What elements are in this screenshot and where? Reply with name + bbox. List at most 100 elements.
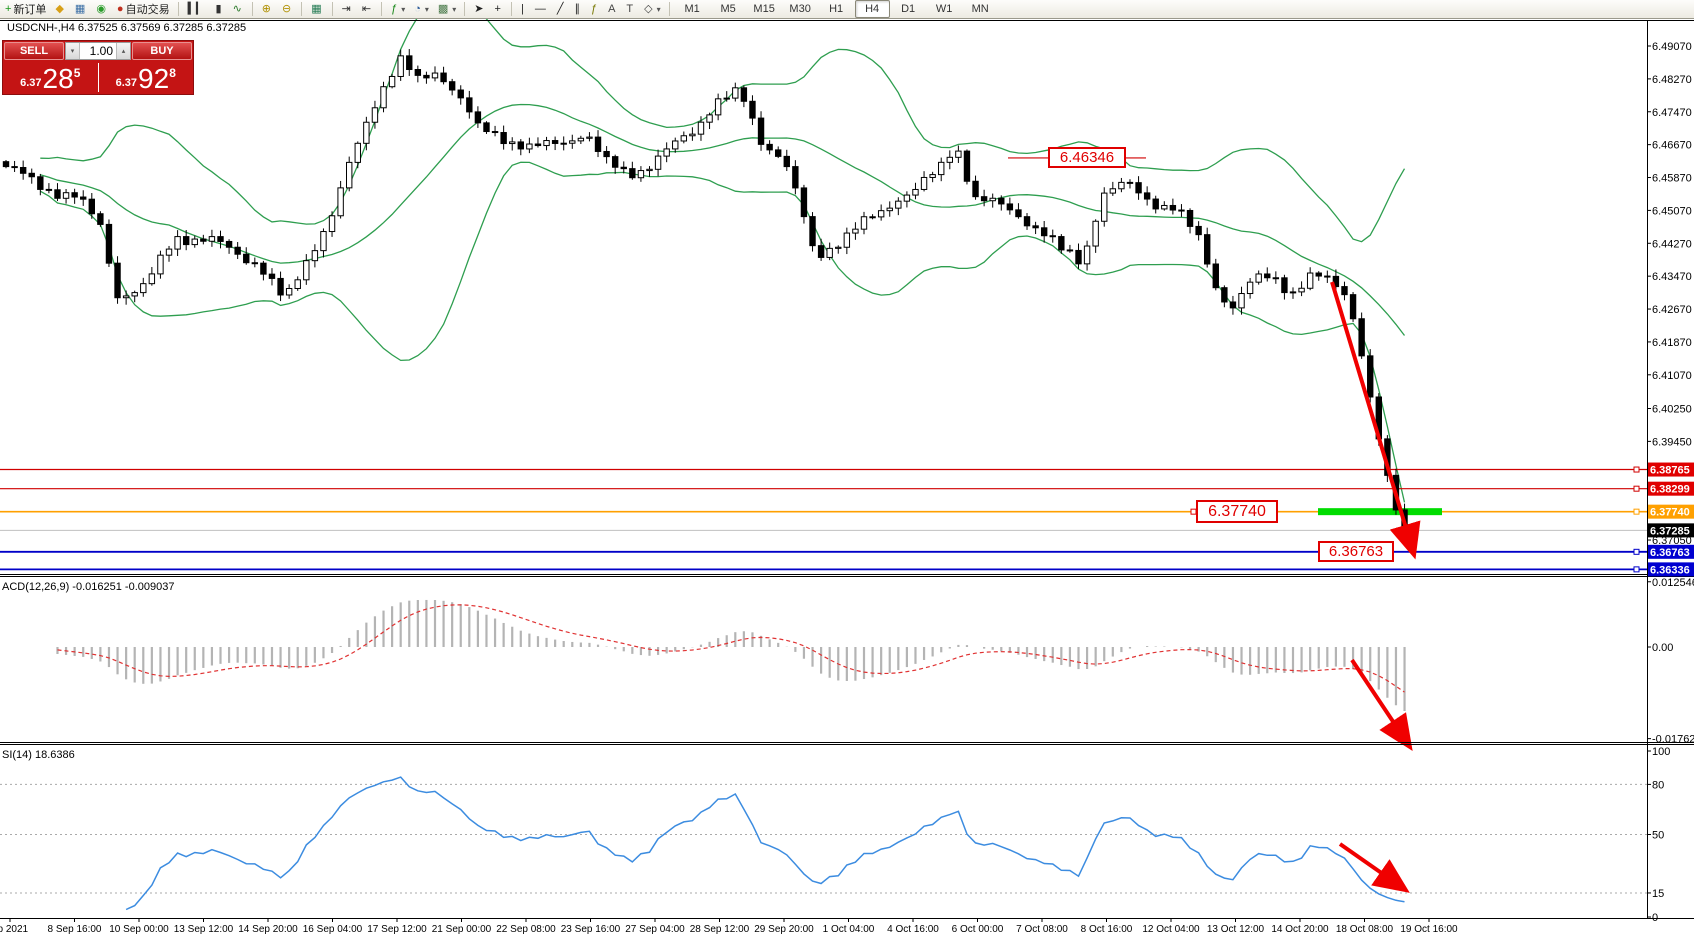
trendline-icon: ╱ [556, 3, 564, 15]
resistance-line-2-handle[interactable] [1633, 485, 1640, 492]
sell-price[interactable]: 6.37 28 5 [3, 61, 98, 94]
timeframe-m30-button[interactable]: M30 [789, 3, 811, 15]
time-axis-label: 21 Sep 00:00 [432, 924, 492, 935]
autotrading-button-label: 自动交易 [125, 4, 170, 16]
history-center-icon: ◆ [55, 3, 64, 15]
toolbar-cursor-button[interactable]: ➤ [470, 0, 489, 18]
support-line-1-handle[interactable] [1633, 548, 1640, 555]
templates-icon: ▩ [437, 3, 449, 15]
tile-windows-icon: ▦ [311, 3, 322, 15]
toolbar-label-button[interactable]: T [622, 0, 639, 18]
orange-level-line-handle[interactable] [1633, 508, 1640, 515]
time-axis-label: 17 Sep 12:00 [367, 924, 427, 935]
volume-increase-button[interactable]: ▴ [116, 43, 130, 59]
price-badge-6.36336 [1648, 562, 1694, 577]
timeframe-m1-button[interactable]: M1 [684, 3, 700, 15]
toolbar-vertical-line-button[interactable]: | [517, 0, 530, 18]
time-axis[interactable]: ep 2021 8 Sep 16:00 10 Sep 00:00 13 Sep 12:… [0, 918, 1458, 935]
toolbar-text-button[interactable]: A [604, 0, 621, 18]
signals-icon: ◉ [96, 3, 106, 15]
buy-price[interactable]: 6.37 92 8 [99, 61, 194, 94]
price-axis-tick: 6.48270 [1652, 74, 1692, 86]
toolbar-history-center-button[interactable]: ◆ [51, 0, 69, 18]
toolbar-auto-scroll-button[interactable]: ⇥ [338, 0, 357, 18]
crosshair-icon: + [494, 3, 501, 15]
toolbar-separator [301, 2, 303, 16]
toolbar-chart-shift-button[interactable]: ⇤ [358, 0, 377, 18]
fibonacci-icon: ƒ [590, 3, 598, 15]
toolbar-crosshair-button[interactable]: + [491, 0, 507, 18]
timeframe-m5-button[interactable]: M5 [720, 3, 736, 15]
toolbar-indicators-button[interactable]: ƒ ▾ [387, 0, 409, 18]
bollinger-bands [39, 0, 1406, 503]
rsi-label: SI(14) 18.6386 [2, 749, 75, 761]
green-highlight-segment[interactable] [1318, 508, 1442, 516]
toolbar-separator [331, 2, 333, 16]
text-icon: A [608, 3, 616, 15]
chart-ohlc-title: USDCNH-,H4 6.37525 6.37569 6.37285 6.372… [7, 22, 247, 34]
cursor-icon: ➤ [474, 3, 484, 15]
price-badge-label: 6.37285 [1650, 525, 1690, 537]
price-axis-tick: 6.43470 [1652, 271, 1692, 283]
toolbar-separator [668, 2, 670, 16]
chart-window-icon: ▦ [74, 3, 86, 15]
trend-arrow-macd[interactable] [1350, 658, 1413, 751]
toolbar-zoom-out-button[interactable]: ⊖ [278, 0, 297, 18]
price-axis-tick: 6.45070 [1652, 205, 1692, 217]
price-axis-tick: 6.41070 [1652, 370, 1692, 382]
trend-arrow-rsi[interactable] [1338, 842, 1410, 893]
volume-decrease-button[interactable]: ▾ [66, 43, 80, 59]
price-axis-tick: 6.37050 [1652, 535, 1692, 547]
line-chart-icon: ∿ [232, 3, 242, 15]
toolbar-trendline-button[interactable]: ╱ [553, 0, 570, 18]
one-click-trading-panel: SELL ▾ 1.00 ▴ BUY 6.37 28 5 6.37 92 8 [2, 40, 194, 95]
toolbar-new-order-button[interactable]: + 新订单 [1, 0, 50, 18]
buy-button[interactable]: BUY [132, 42, 192, 60]
annotation-label-high[interactable]: 6.46346 [1048, 147, 1126, 168]
toolbar-autotrading-button[interactable]: ● 自动交易 [113, 0, 174, 18]
timeframe-mn-button[interactable]: MN [971, 3, 989, 15]
resistance-line-1-handle[interactable] [1633, 466, 1640, 473]
toolbar-tile-windows-button[interactable]: ▦ [307, 0, 327, 18]
toolbar-zoom-in-button[interactable]: ⊕ [258, 0, 277, 18]
toolbar-templates-button[interactable]: ▩ ▾ [434, 0, 460, 18]
toolbar-signals-button[interactable]: ◉ [92, 0, 112, 18]
time-axis-label: 13 Oct 12:00 [1207, 924, 1265, 935]
rsi-axis-tick: 15 [1652, 888, 1664, 900]
candlestick-chart-icon: ▮ [215, 3, 222, 15]
toolbar-channel-button[interactable]: ∥ [570, 0, 586, 18]
toolbar-fibonacci-button[interactable]: ƒ [587, 0, 603, 18]
annotation-label-orange[interactable]: 6.37740 [1196, 500, 1278, 523]
toolbar-horizontal-line-button[interactable]: — [531, 0, 552, 18]
toolbar-shapes-button[interactable]: ◇ ▾ [640, 0, 664, 18]
time-axis-label: 7 Oct 08:00 [1016, 924, 1068, 935]
timeframe-h4-button[interactable]: H4 [854, 0, 890, 18]
trend-arrow-price[interactable] [1330, 281, 1421, 560]
price-axis-tick: 6.40250 [1652, 404, 1692, 416]
macd-label: ACD(12,26,9) -0.016251 -0.009037 [2, 581, 174, 593]
toolbar-periods-button[interactable]: ◔ ▾ [410, 0, 433, 18]
timeframe-m15-button[interactable]: M15 [753, 3, 775, 15]
sell-button[interactable]: SELL [4, 42, 64, 60]
buy-price-point: 8 [169, 66, 176, 80]
volume-stepper[interactable]: ▾ 1.00 ▴ [65, 42, 131, 60]
annotation-label-support[interactable]: 6.36763 [1318, 541, 1394, 562]
price-badge-6.38765 [1648, 462, 1694, 477]
toolbar-bar-chart-button[interactable]: ▍▎ [184, 0, 211, 18]
timeframe-d1-button[interactable]: D1 [901, 3, 916, 15]
new-order-button-label: 新订单 [13, 4, 47, 16]
toolbar-line-chart-button[interactable]: ∿ [229, 0, 248, 18]
toolbar-candlestick-chart-button[interactable]: ▮ [212, 0, 228, 18]
timeframe-w1-button[interactable]: W1 [935, 3, 953, 15]
toolbar-chart-window-button[interactable]: ▦ [71, 0, 91, 18]
timeframe-h1-button[interactable]: H1 [829, 3, 844, 15]
price-axis[interactable]: 6.49070 6.48270 6.47470 6.46670 6.45870 6.450… [1647, 41, 1694, 924]
dropdown-arrow-icon: ▾ [656, 4, 661, 14]
volume-input[interactable]: 1.00 [89, 44, 113, 58]
price-badge-label: 6.37740 [1650, 507, 1690, 519]
time-axis-label: 8 Oct 16:00 [1081, 924, 1133, 935]
support-line-2-handle[interactable] [1633, 566, 1640, 573]
label-icon: T [626, 3, 634, 15]
